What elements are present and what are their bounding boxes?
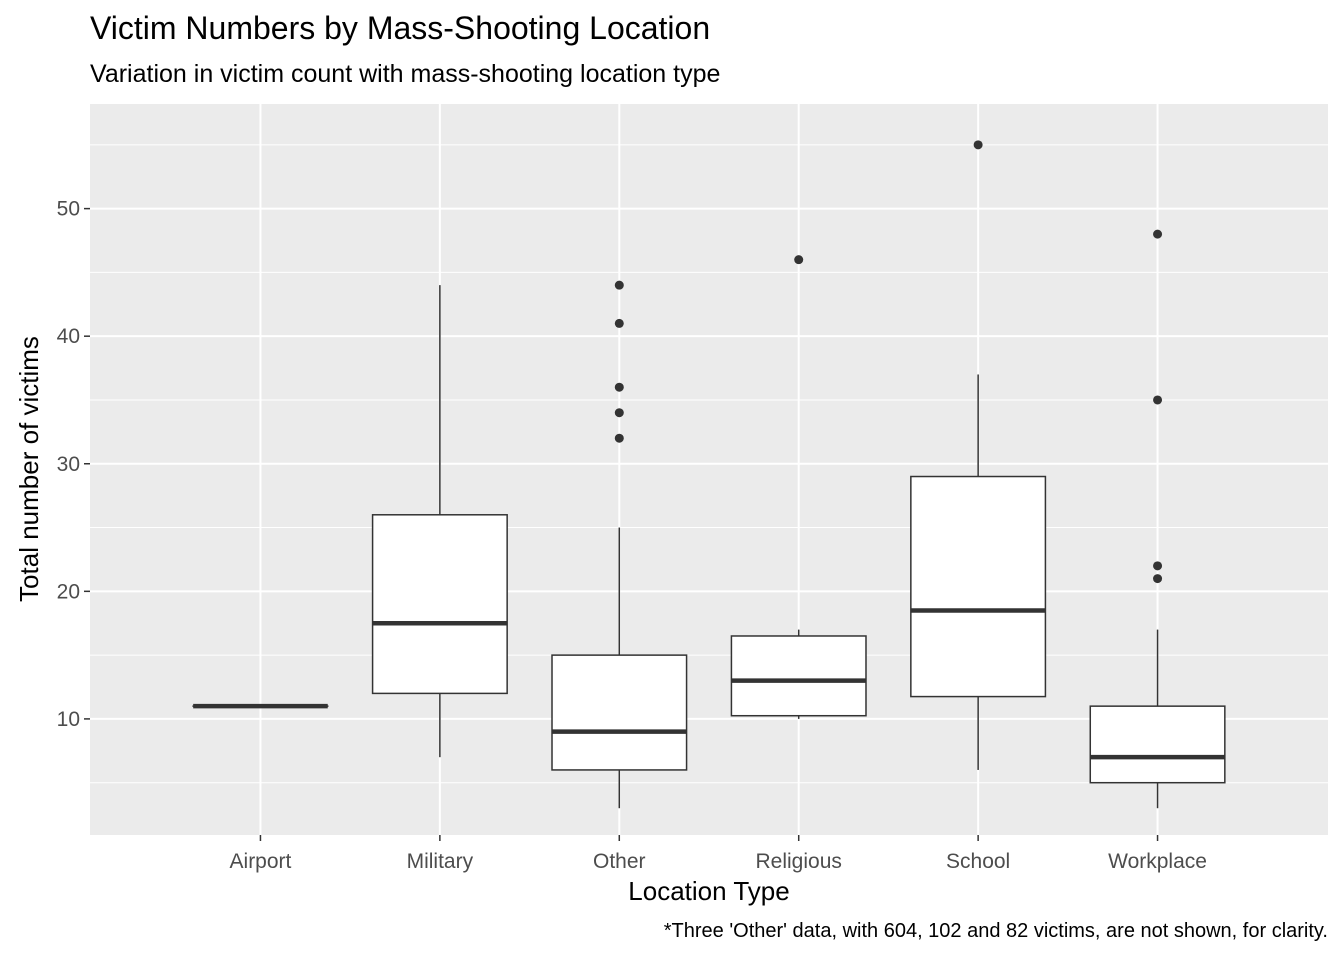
y-tick-label: 30: [57, 453, 80, 476]
y-tick-label: 20: [57, 580, 80, 603]
y-axis: 10 20 30 40 50: [57, 198, 90, 731]
x-tick-label: Workplace: [1108, 850, 1207, 873]
outlier-point: [1153, 395, 1163, 405]
outlier-point: [1153, 229, 1163, 239]
box-other: [551, 280, 688, 809]
x-tick-label: Other: [593, 850, 646, 873]
outlier-point: [614, 433, 624, 443]
box-school: [910, 140, 1047, 770]
box-body: [730, 635, 867, 717]
box-body: [910, 475, 1047, 698]
x-tick-label: Religious: [756, 850, 842, 873]
x-tick-label: Airport: [230, 850, 292, 873]
chart-subtitle: Variation in victim count with mass-shoo…: [90, 60, 721, 88]
chart-caption: *Three 'Other' data, with 604, 102 and 8…: [663, 920, 1328, 942]
box-workplace: [1089, 229, 1226, 809]
outlier-point: [614, 408, 624, 418]
y-tick-label: 50: [57, 198, 80, 221]
outlier-point: [614, 382, 624, 392]
box-religious: [730, 255, 867, 719]
y-tick-label: 10: [57, 708, 80, 731]
x-tick-label: Military: [407, 850, 474, 873]
box-body: [1089, 705, 1226, 784]
y-axis-title: Total number of victims: [14, 336, 44, 602]
x-axis: Airport Military Other Religious School Workp…: [230, 835, 1207, 873]
box-body: [551, 654, 688, 771]
x-axis-title: Location Type: [628, 876, 789, 906]
x-tick-label: School: [946, 850, 1010, 873]
box-body: [371, 514, 508, 695]
outlier-point: [614, 280, 624, 290]
boxes: [192, 140, 1226, 809]
outlier-point: [1153, 574, 1163, 584]
box-military: [371, 285, 508, 758]
outlier-point: [794, 255, 804, 265]
chart-title: Victim Numbers by Mass-Shooting Location: [90, 10, 711, 46]
y-tick-label: 40: [57, 325, 80, 348]
outlier-point: [973, 140, 983, 150]
outlier-point: [614, 318, 624, 328]
outlier-point: [1153, 561, 1163, 571]
